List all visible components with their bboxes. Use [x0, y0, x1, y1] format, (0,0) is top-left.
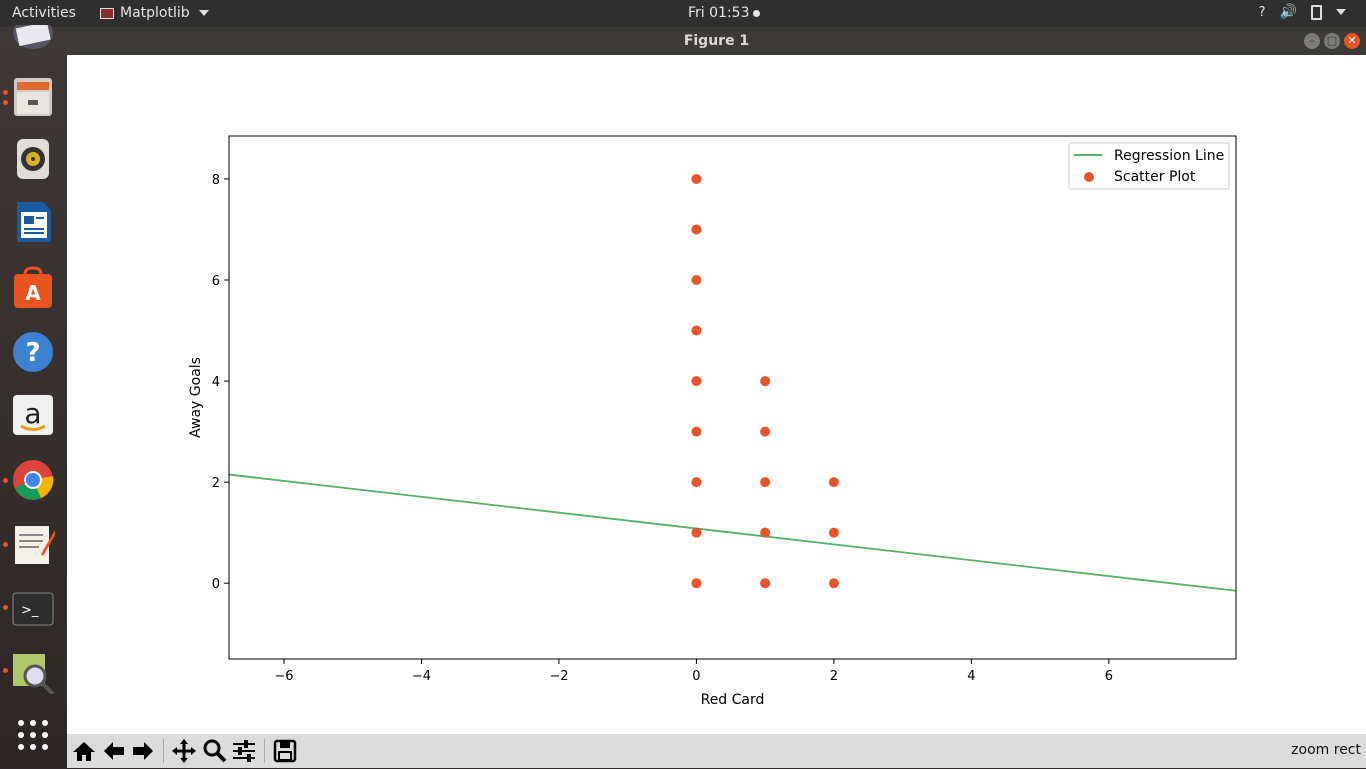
writer-icon[interactable]	[11, 200, 55, 244]
scatter-point	[691, 275, 702, 286]
y-tick-label: 4	[212, 375, 220, 390]
volume-icon[interactable]: 🔊	[1279, 4, 1297, 20]
y-tick-label: 6	[212, 274, 220, 289]
scatter-point	[691, 527, 702, 538]
toolbar-separator	[163, 739, 164, 763]
scatter-point	[691, 173, 702, 184]
amazon-icon[interactable]: a	[11, 393, 55, 437]
software-center-icon[interactable]: A	[11, 266, 55, 310]
axes-frame	[228, 135, 1237, 660]
activities-button[interactable]: Activities	[12, 5, 76, 21]
scatter-point	[691, 426, 702, 437]
chrome-icon[interactable]	[11, 458, 55, 502]
svg-text:a: a	[24, 397, 41, 430]
x-tick-label: −2	[549, 669, 568, 684]
app-menu-label: Matplotlib	[120, 5, 190, 21]
zoom-icon[interactable]	[200, 737, 228, 765]
mail-icon[interactable]	[11, 17, 55, 53]
scatter-point	[760, 426, 771, 437]
toolbar-status-text: zoom rect	[1291, 742, 1361, 758]
maximize-icon[interactable]: □	[1324, 33, 1340, 49]
running-indicator	[3, 100, 8, 105]
back-icon[interactable]	[100, 737, 128, 765]
svg-text:?: ?	[25, 338, 40, 368]
y-axis-label: Away Goals	[188, 357, 204, 438]
y-tick-label: 8	[212, 173, 220, 188]
scatter-point	[691, 325, 702, 336]
svg-text:A: A	[25, 281, 41, 305]
x-tick-label: 4	[967, 669, 975, 684]
chevron-down-icon[interactable]	[1336, 9, 1346, 15]
scatter-point	[691, 477, 702, 488]
chevron-down-icon	[198, 10, 209, 16]
battery-icon[interactable]	[1311, 4, 1322, 20]
toolbar-separator	[264, 739, 265, 763]
legend-entry-regression: Regression Line	[1114, 148, 1224, 164]
scatter-chart: −6 −4 −2 0 2 4 6 0 2 4 6 8 Red Card Away Goals Regr…	[188, 135, 1237, 708]
x-axis-label: Red Card	[701, 692, 765, 708]
save-icon[interactable]	[271, 737, 299, 765]
regression-line	[228, 473, 1237, 592]
running-indicator	[3, 478, 8, 483]
scatter-point	[691, 376, 702, 387]
window-title: Figure 1	[683, 33, 750, 49]
scatter-point	[828, 527, 839, 538]
x-tick-label: −6	[274, 669, 293, 684]
x-tick-label: 6	[1105, 669, 1113, 684]
system-tray[interactable]: ? 🔊	[1259, 4, 1346, 20]
scatter-point	[760, 527, 771, 538]
configure-subplots-icon[interactable]	[230, 737, 258, 765]
terminal-icon[interactable]: >_	[11, 587, 55, 631]
help-icon[interactable]: ?	[11, 330, 55, 374]
minimize-icon[interactable]: –	[1304, 33, 1320, 49]
rhythmbox-icon[interactable]	[11, 137, 55, 181]
matplotlib-app-icon	[100, 7, 114, 19]
clock[interactable]: Fri 01:53	[688, 5, 761, 21]
show-apps-icon[interactable]	[11, 715, 55, 759]
x-tick-label: 2	[830, 669, 838, 684]
home-icon[interactable]	[70, 737, 98, 765]
scatter-point	[760, 477, 771, 488]
help-icon[interactable]: ?	[1258, 4, 1266, 20]
legend-scatter-swatch	[1084, 172, 1094, 182]
files-icon[interactable]	[11, 74, 55, 118]
notification-dot-icon	[753, 9, 761, 17]
svg-text:>_: >_	[21, 603, 39, 618]
y-tick-label: 2	[212, 476, 220, 491]
scatter-point	[828, 477, 839, 488]
running-indicator	[3, 542, 8, 547]
window-titlebar[interactable]: Figure 1 – □ ✕	[67, 27, 1366, 55]
navigation-toolbar: zoom rect	[67, 734, 1366, 768]
running-indicator	[3, 605, 8, 610]
top-bar: Activities Matplotlib Fri 01:53 ? 🔊	[0, 0, 1366, 27]
clock-label: Fri 01:53	[688, 5, 750, 21]
scatter-point	[760, 578, 771, 589]
x-tick-label: 0	[692, 669, 700, 684]
figure-canvas[interactable]: −6 −4 −2 0 2 4 6 0 2 4 6 8 Red Card Away Goals Regr…	[67, 55, 1366, 734]
legend-entry-scatter: Scatter Plot	[1114, 169, 1196, 185]
close-icon[interactable]: ✕	[1344, 33, 1360, 49]
x-tick-label: −4	[412, 669, 431, 684]
scatter-point	[760, 376, 771, 387]
scatter-point	[691, 224, 702, 235]
pan-icon[interactable]	[170, 737, 198, 765]
legend: Regression Line Scatter Plot	[1068, 142, 1230, 190]
app-menu[interactable]: Matplotlib	[100, 5, 209, 21]
y-tick-label: 0	[212, 577, 220, 592]
image-viewer-icon[interactable]	[11, 650, 55, 696]
running-indicator	[3, 90, 8, 95]
scatter-point	[828, 578, 839, 589]
scatter-point	[691, 578, 702, 589]
dock: A ? a >_	[0, 17, 67, 768]
forward-icon[interactable]	[129, 737, 157, 765]
running-indicator	[3, 668, 8, 673]
text-editor-icon[interactable]	[11, 522, 57, 566]
